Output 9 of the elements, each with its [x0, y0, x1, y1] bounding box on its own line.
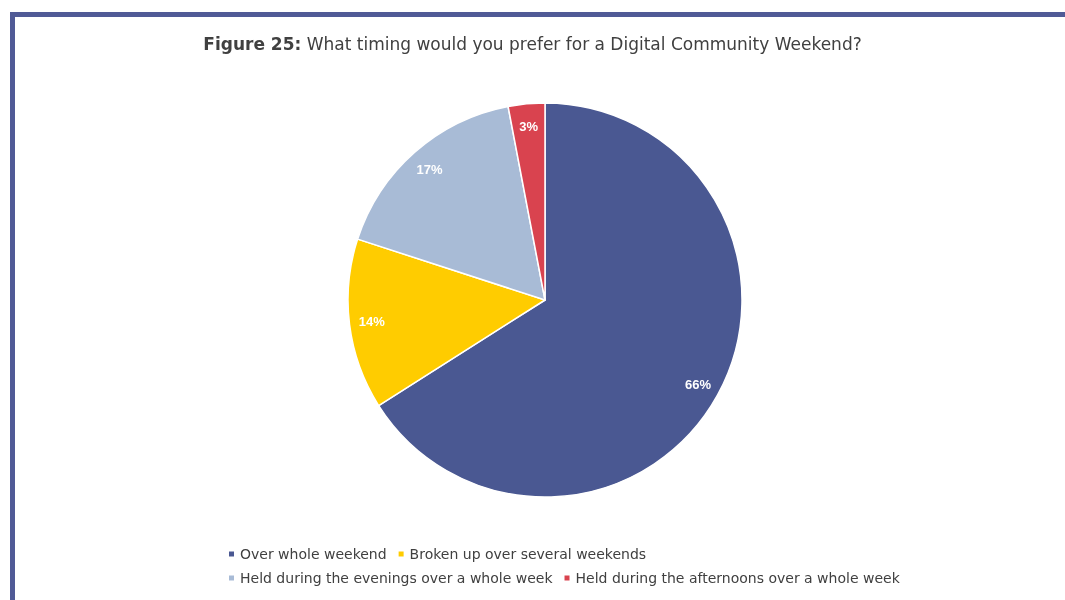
data-label: 66%	[684, 376, 712, 392]
data-label: 17%	[416, 161, 443, 177]
legend-label: Held during the evenings over a whole week	[240, 570, 554, 586]
data-label: 3%	[519, 118, 539, 134]
legend-label: Held during the afternoons over a whole week	[575, 570, 901, 586]
legend-label: Broken up over several weekends	[409, 546, 647, 562]
chart-title: Figure 25: What timing would you prefer for a Digital Community Weekend?	[203, 33, 862, 54]
legend-label: Over whole weekend	[240, 546, 387, 562]
data-label: 14%	[358, 314, 386, 330]
